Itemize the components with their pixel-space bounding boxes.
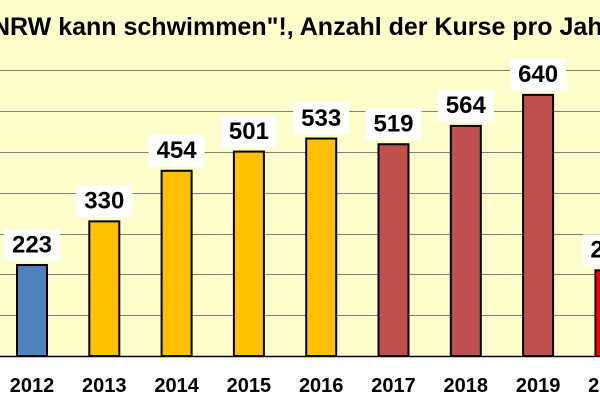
data-label: 533 [301,105,341,132]
bar-2013 [88,220,121,357]
data-label-box [293,102,350,135]
data-label-box [148,134,205,167]
bar-2016 [305,137,338,357]
data-label: 223 [12,231,52,258]
bar-2014 [160,169,193,357]
data-label: 564 [446,92,487,119]
data-label: 501 [229,118,269,145]
x-tick-label: 2016 [299,375,344,397]
data-label-box [4,229,60,262]
x-tick-label: 2012 [10,375,55,397]
bar-2018 [449,124,482,357]
bar-2015 [232,150,265,357]
data-label: 519 [373,111,413,138]
bar-2017 [377,143,410,357]
chart-title: NRW kann schwimmen"!, Anzahl der Kurse p… [0,13,600,41]
bars [16,93,600,358]
data-label: 210 [590,237,600,264]
bar-2020 [594,269,600,358]
x-axis-tick-labels: 2012 2013 2014 2015 2016 2017 2018 2019 2020 [10,375,600,397]
data-label-box [437,89,494,122]
x-tick-label: 2020 [588,375,600,397]
data-label: 330 [84,188,124,215]
data-labels: 223 330 454 501 533 519 564 640 210 [4,58,600,267]
data-label-box [510,58,567,91]
data-label: 640 [518,61,558,88]
x-tick-label: 2014 [154,375,199,397]
x-tick-label: 2018 [444,375,489,397]
data-label-box [76,185,133,218]
x-tick-label: 2017 [371,375,416,397]
data-label-box [365,108,422,141]
x-tick-label: 2015 [227,375,272,397]
data-label-box [220,115,277,148]
bar-2019 [522,93,555,357]
data-label-box [582,234,600,267]
x-tick-label: 2019 [516,375,561,397]
bar-2012 [16,264,48,357]
data-label: 454 [157,137,198,164]
x-tick-label: 2013 [82,375,127,397]
